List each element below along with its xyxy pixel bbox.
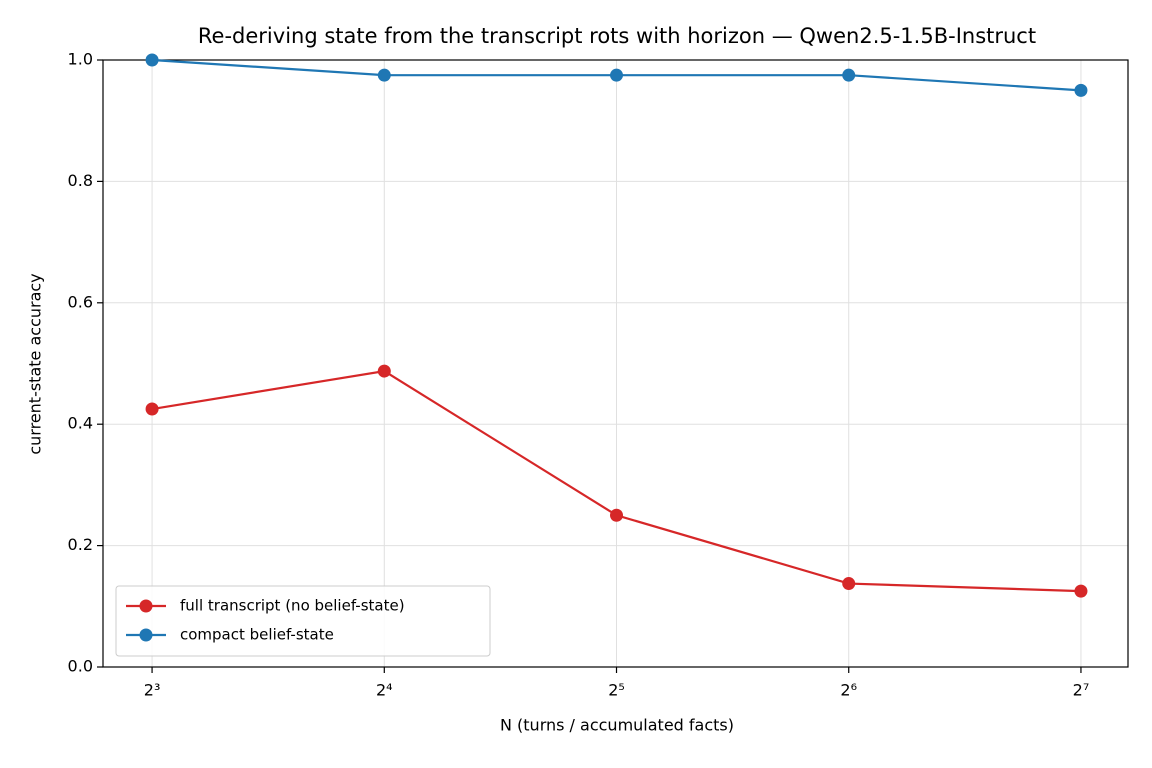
y-tick-label: 0.8 xyxy=(68,171,93,190)
legend-label: full transcript (no belief-state) xyxy=(180,597,405,615)
legend-box xyxy=(115,585,491,657)
y-tick-label: 0.6 xyxy=(68,292,93,311)
y-axis-label: current-state accuracy xyxy=(26,273,45,454)
y-tick-label: 0.2 xyxy=(68,535,93,554)
legend-label: compact belief-state xyxy=(180,626,334,644)
y-tick-label: 0.4 xyxy=(68,414,93,433)
x-axis-label: N (turns / accumulated facts) xyxy=(500,716,734,735)
legend-marker xyxy=(139,599,153,613)
x-tick-label: 2⁵ xyxy=(608,681,625,700)
legend-marker xyxy=(139,628,153,642)
y-tick-label: 1.0 xyxy=(68,50,93,69)
data-point xyxy=(842,577,856,591)
data-point xyxy=(1074,83,1088,97)
data-point xyxy=(145,402,159,416)
data-point xyxy=(610,508,624,522)
x-tick-label: 2⁷ xyxy=(1073,681,1090,700)
data-point xyxy=(842,68,856,82)
x-tick-label: 2³ xyxy=(144,681,161,700)
x-tick-label: 2⁶ xyxy=(840,681,857,700)
data-point xyxy=(610,68,624,82)
data-point xyxy=(1074,584,1088,598)
data-point xyxy=(145,53,159,67)
y-tick-label: 0.0 xyxy=(68,657,93,676)
x-tick-label: 2⁴ xyxy=(376,681,393,700)
chart-title: Re-deriving state from the transcript ro… xyxy=(198,24,1036,48)
data-point xyxy=(377,364,391,378)
data-point xyxy=(377,68,391,82)
plot-frame xyxy=(102,59,1129,668)
